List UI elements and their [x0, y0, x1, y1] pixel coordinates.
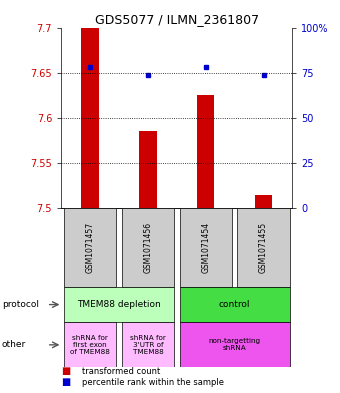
Bar — [180, 322, 289, 367]
Bar — [81, 28, 99, 208]
Bar — [255, 195, 272, 208]
Title: GDS5077 / ILMN_2361807: GDS5077 / ILMN_2361807 — [95, 13, 259, 26]
Text: transformed count: transformed count — [82, 367, 160, 376]
Text: percentile rank within the sample: percentile rank within the sample — [82, 378, 224, 387]
Bar — [180, 287, 289, 322]
Text: non-targetting
shRNA: non-targetting shRNA — [208, 338, 261, 351]
Bar — [180, 208, 232, 287]
Text: TMEM88 depletion: TMEM88 depletion — [77, 300, 161, 309]
Bar — [122, 208, 174, 287]
Text: GSM1071455: GSM1071455 — [259, 222, 268, 273]
Bar — [64, 208, 116, 287]
Text: protocol: protocol — [2, 300, 39, 309]
Text: shRNA for
3'UTR of
TMEM88: shRNA for 3'UTR of TMEM88 — [130, 335, 166, 355]
Text: ■: ■ — [61, 377, 70, 387]
Text: GSM1071456: GSM1071456 — [143, 222, 152, 273]
Text: GSM1071457: GSM1071457 — [86, 222, 95, 273]
Text: GSM1071454: GSM1071454 — [201, 222, 210, 273]
Bar — [64, 322, 116, 367]
Bar — [197, 95, 214, 208]
Text: shRNA for
first exon
of TMEM88: shRNA for first exon of TMEM88 — [70, 335, 110, 355]
Bar — [237, 208, 289, 287]
Text: other: other — [2, 340, 26, 349]
Text: ■: ■ — [61, 366, 70, 376]
Bar — [139, 131, 156, 208]
Bar — [122, 322, 174, 367]
Text: control: control — [219, 300, 250, 309]
Bar — [64, 287, 174, 322]
